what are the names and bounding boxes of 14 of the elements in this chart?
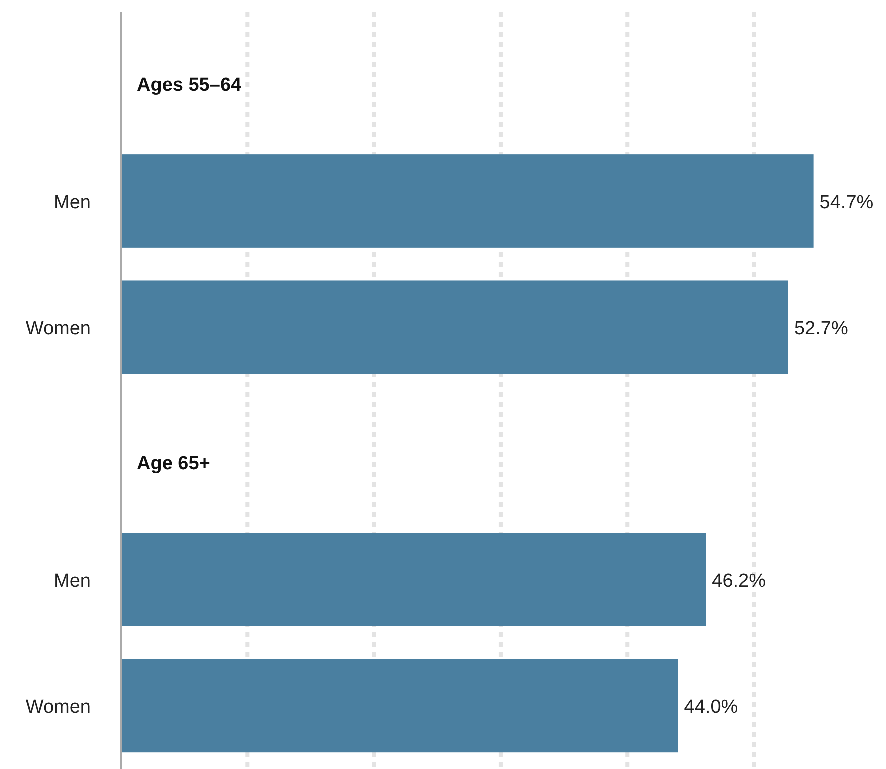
data-label: 52.7% xyxy=(794,318,848,340)
data-label: 54.7% xyxy=(820,192,874,214)
annotation: Age 65+ xyxy=(137,454,210,475)
y-tick-label: Women xyxy=(26,318,91,340)
y-tick-label: Men xyxy=(54,192,91,214)
bar xyxy=(121,154,814,248)
bar xyxy=(121,533,706,626)
annotation: Ages 55–64 xyxy=(137,75,242,96)
data-label: 46.2% xyxy=(712,570,766,592)
data-label: 44.0% xyxy=(684,696,738,718)
bar xyxy=(121,659,678,753)
y-tick-label: Women xyxy=(26,696,91,718)
bar xyxy=(121,280,788,374)
y-tick-label: Men xyxy=(54,570,91,592)
